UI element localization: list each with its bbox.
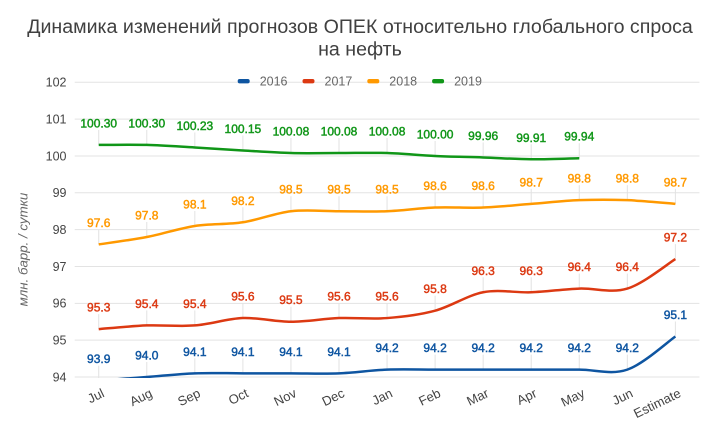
svg-text:2018: 2018 [389, 75, 417, 89]
svg-text:94.2: 94.2 [520, 341, 544, 355]
svg-text:98.5: 98.5 [327, 183, 351, 197]
svg-text:96.4: 96.4 [568, 260, 592, 274]
svg-text:100.23: 100.23 [176, 119, 213, 133]
svg-text:94.0: 94.0 [135, 349, 159, 363]
svg-text:94.2: 94.2 [423, 341, 447, 355]
svg-text:94.2: 94.2 [616, 341, 640, 355]
svg-text:94.1: 94.1 [231, 345, 255, 359]
svg-text:96.3: 96.3 [471, 264, 495, 278]
svg-text:99.91: 99.91 [516, 131, 546, 145]
svg-text:95.5: 95.5 [279, 293, 303, 307]
svg-text:98.5: 98.5 [279, 183, 303, 197]
svg-text:Динамика изменений прогнозов О: Динамика изменений прогнозов ОПЕК относи… [27, 16, 693, 38]
svg-text:94.1: 94.1 [279, 345, 303, 359]
svg-text:98.6: 98.6 [423, 179, 447, 193]
svg-text:97.6: 97.6 [87, 216, 111, 230]
svg-text:93.9: 93.9 [87, 352, 111, 366]
svg-text:млн. барр. / сутки: млн. барр. / сутки [16, 192, 31, 306]
svg-text:94.2: 94.2 [375, 341, 399, 355]
svg-text:2016: 2016 [260, 75, 288, 89]
svg-text:97: 97 [53, 260, 67, 274]
svg-text:99.96: 99.96 [468, 129, 498, 143]
svg-text:95.4: 95.4 [135, 297, 159, 311]
svg-text:97.8: 97.8 [135, 209, 159, 223]
svg-text:2019: 2019 [454, 75, 482, 89]
svg-text:102: 102 [46, 76, 67, 90]
svg-text:94.1: 94.1 [327, 345, 351, 359]
svg-text:100: 100 [46, 149, 67, 163]
svg-text:96.4: 96.4 [616, 260, 640, 274]
svg-text:98.8: 98.8 [568, 172, 592, 186]
svg-text:95.8: 95.8 [423, 282, 447, 296]
svg-text:95.6: 95.6 [327, 290, 351, 304]
svg-text:96: 96 [53, 297, 67, 311]
svg-text:98.7: 98.7 [664, 175, 688, 189]
svg-text:100.08: 100.08 [273, 125, 310, 139]
svg-text:95: 95 [53, 333, 67, 347]
svg-text:99.94: 99.94 [564, 130, 594, 144]
svg-text:95.1: 95.1 [664, 308, 688, 322]
svg-text:98: 98 [53, 223, 67, 237]
svg-text:98.8: 98.8 [616, 172, 640, 186]
svg-text:2017: 2017 [325, 75, 353, 89]
svg-text:97.2: 97.2 [664, 231, 688, 245]
svg-text:Jul: Jul [85, 385, 107, 406]
svg-text:98.6: 98.6 [471, 179, 495, 193]
svg-text:101: 101 [46, 112, 67, 126]
svg-text:98.7: 98.7 [520, 175, 544, 189]
svg-text:94.1: 94.1 [183, 345, 207, 359]
svg-text:94.2: 94.2 [568, 341, 592, 355]
svg-text:100.08: 100.08 [321, 125, 358, 139]
svg-text:95.4: 95.4 [183, 297, 207, 311]
svg-text:100.08: 100.08 [369, 125, 406, 139]
svg-text:94: 94 [53, 370, 67, 384]
svg-text:95.6: 95.6 [375, 290, 399, 304]
svg-text:94.2: 94.2 [471, 341, 495, 355]
svg-text:100.15: 100.15 [225, 122, 262, 136]
svg-text:100.30: 100.30 [80, 116, 117, 130]
svg-text:100.00: 100.00 [417, 127, 454, 141]
svg-text:99: 99 [53, 186, 67, 200]
svg-text:98.1: 98.1 [183, 197, 207, 211]
svg-text:95.6: 95.6 [231, 290, 255, 304]
svg-text:на нефть: на нефть [318, 38, 402, 60]
svg-text:100.30: 100.30 [128, 116, 165, 130]
svg-text:96.3: 96.3 [520, 264, 544, 278]
svg-text:95.3: 95.3 [87, 301, 111, 315]
svg-text:98.2: 98.2 [231, 194, 255, 208]
svg-text:98.5: 98.5 [375, 183, 399, 197]
